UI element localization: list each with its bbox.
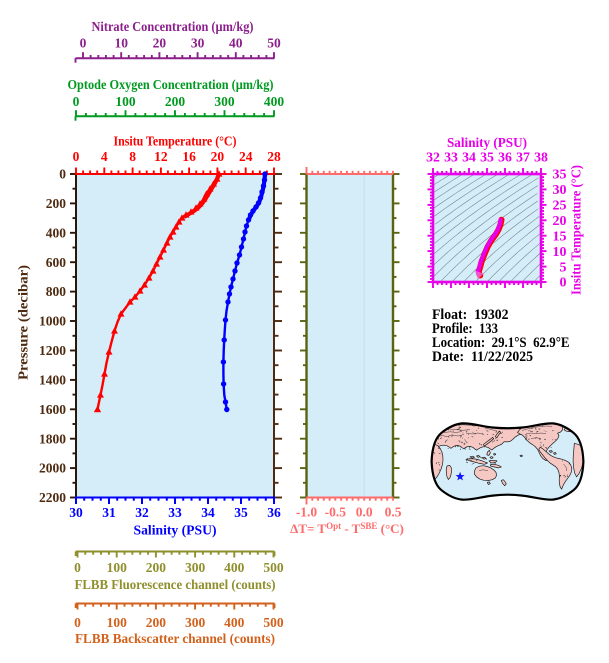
svg-text:4: 4 [101, 149, 108, 164]
svg-text:300: 300 [185, 560, 206, 575]
svg-text:Salinity (PSU): Salinity (PSU) [447, 135, 527, 150]
svg-text:30: 30 [553, 183, 567, 198]
svg-text:500: 500 [263, 615, 284, 630]
svg-text:1400: 1400 [39, 373, 66, 388]
svg-text:33: 33 [168, 505, 182, 520]
svg-text:Pressure (decibar): Pressure (decibar) [16, 265, 31, 380]
svg-text:32: 32 [426, 150, 440, 165]
svg-text:Nitrate Concentration (µm/kg): Nitrate Concentration (µm/kg) [92, 19, 254, 34]
svg-text:34: 34 [201, 505, 215, 520]
svg-text:300: 300 [185, 615, 206, 630]
svg-text:Salinity (PSU): Salinity (PSU) [134, 523, 217, 538]
svg-text:0: 0 [74, 560, 81, 575]
svg-text:28: 28 [267, 149, 281, 164]
svg-text:300: 300 [214, 94, 235, 109]
svg-text:-0.5: -0.5 [325, 505, 347, 520]
svg-text:30: 30 [69, 505, 83, 520]
svg-text:1200: 1200 [39, 343, 66, 358]
svg-text:35: 35 [553, 168, 567, 183]
svg-text:2000: 2000 [39, 461, 66, 476]
svg-text:Profile: 133: Profile: 133 [432, 321, 498, 337]
svg-text:10: 10 [114, 36, 128, 51]
svg-text:12: 12 [154, 149, 168, 164]
svg-text:FLBB Fluorescence channel (cou: FLBB Fluorescence channel (counts) [75, 577, 276, 592]
svg-text:100: 100 [107, 560, 128, 575]
svg-text:0: 0 [74, 615, 81, 630]
svg-text:400: 400 [224, 560, 245, 575]
svg-text:400: 400 [46, 225, 67, 240]
svg-text:1600: 1600 [39, 402, 66, 417]
svg-text:38: 38 [534, 150, 548, 165]
svg-text:20: 20 [153, 36, 167, 51]
svg-text:-1.0: -1.0 [296, 505, 318, 520]
svg-text:31: 31 [102, 505, 116, 520]
svg-text:Optode Oxygen Concentration (µ: Optode Oxygen Concentration (µm/kg) [68, 77, 274, 92]
svg-text:100: 100 [115, 94, 136, 109]
svg-text:36: 36 [498, 150, 512, 165]
svg-text:200: 200 [165, 94, 186, 109]
svg-text:35: 35 [480, 150, 494, 165]
svg-text:16: 16 [182, 149, 196, 164]
svg-text:Date: 11/22/2025: Date: 11/22/2025 [432, 349, 533, 365]
svg-text:800: 800 [46, 284, 67, 299]
svg-text:2200: 2200 [39, 490, 66, 505]
svg-text:8: 8 [129, 149, 136, 164]
svg-text:200: 200 [146, 615, 167, 630]
svg-text:600: 600 [46, 255, 67, 270]
svg-text:400: 400 [264, 94, 285, 109]
svg-text:0: 0 [80, 36, 87, 51]
svg-text:32: 32 [135, 505, 149, 520]
svg-text:0: 0 [59, 167, 66, 182]
svg-text:30: 30 [191, 36, 205, 51]
svg-text:40: 40 [229, 36, 243, 51]
svg-text:400: 400 [224, 615, 245, 630]
svg-text:Insitu Temperature (°C): Insitu Temperature (°C) [569, 165, 584, 295]
svg-text:500: 500 [263, 560, 284, 575]
svg-text:Location: 29.1°S 62.9°E: Location: 29.1°S 62.9°E [432, 335, 570, 351]
svg-text:25: 25 [553, 199, 567, 214]
svg-text:15: 15 [553, 229, 567, 244]
svg-text:100: 100 [107, 615, 128, 630]
svg-text:50: 50 [267, 36, 281, 51]
svg-text:20: 20 [211, 149, 225, 164]
svg-text:0: 0 [560, 276, 567, 291]
svg-text:35: 35 [234, 505, 248, 520]
svg-text:10: 10 [553, 245, 567, 260]
svg-text:1800: 1800 [39, 431, 66, 446]
svg-text:34: 34 [462, 150, 476, 165]
svg-text:200: 200 [146, 560, 167, 575]
svg-text:0: 0 [73, 149, 80, 164]
svg-text:33: 33 [444, 150, 458, 165]
svg-text:FLBB Backscatter channel (coun: FLBB Backscatter channel (counts) [75, 631, 275, 646]
svg-text:1000: 1000 [39, 314, 66, 329]
svg-text:200: 200 [46, 196, 67, 211]
svg-text:36: 36 [267, 505, 281, 520]
svg-text:Float: 19302: Float: 19302 [432, 307, 509, 323]
svg-text:5: 5 [560, 260, 567, 275]
svg-text:ΔT= TOpt - TSBE (°C): ΔT= TOpt - TSBE (°C) [290, 521, 404, 536]
svg-text:20: 20 [553, 214, 567, 229]
svg-text:37: 37 [516, 150, 530, 165]
svg-text:0.5: 0.5 [385, 505, 402, 520]
svg-text:0: 0 [73, 94, 80, 109]
svg-text:Insitu Temperature (°C): Insitu Temperature (°C) [114, 134, 237, 149]
svg-text:24: 24 [239, 149, 253, 164]
svg-text:0.0: 0.0 [356, 505, 373, 520]
